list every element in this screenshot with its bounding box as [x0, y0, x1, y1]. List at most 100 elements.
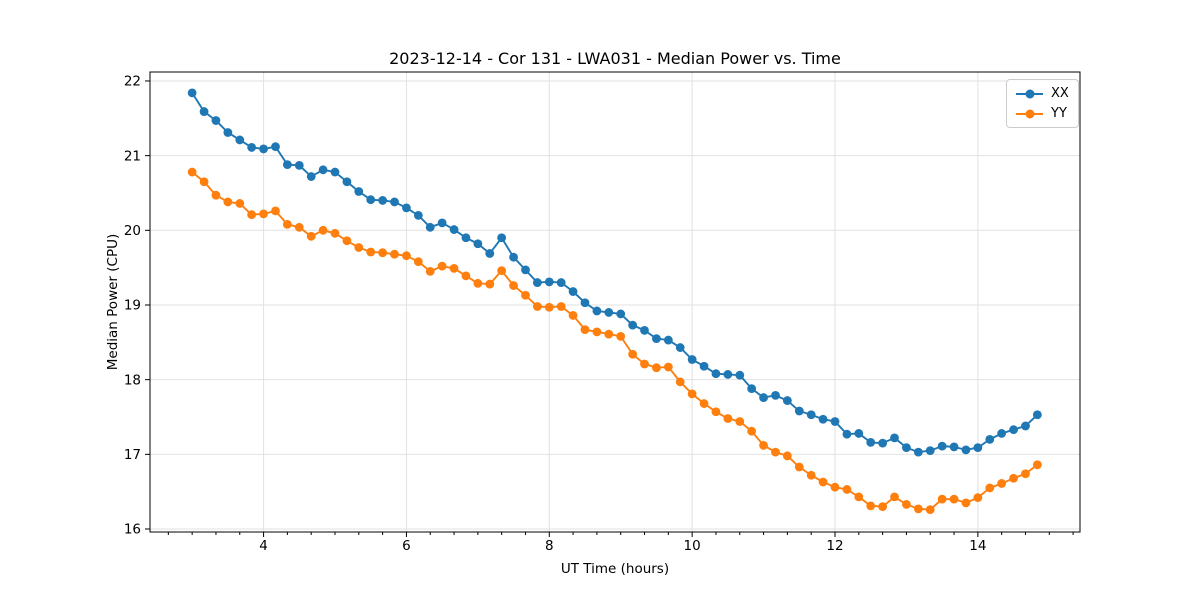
- data-point-YY: [818, 477, 828, 487]
- data-point-XX: [866, 437, 876, 447]
- axes-spines: [149, 71, 1081, 533]
- data-point-XX: [913, 447, 923, 457]
- data-point-XX: [640, 325, 649, 335]
- data-point-YY: [449, 264, 459, 273]
- data-point-XX: [592, 306, 602, 316]
- data-point-XX: [902, 443, 911, 453]
- data-point-YY: [985, 483, 995, 493]
- data-point-YY: [937, 494, 947, 504]
- data-point-YY: [652, 363, 661, 373]
- data-point-YY: [699, 399, 709, 408]
- data-point-XX: [925, 446, 935, 455]
- data-point-YY: [342, 236, 352, 246]
- series-line-YY: [191, 171, 1038, 511]
- data-point-YY: [961, 498, 971, 508]
- data-point-YY: [902, 499, 911, 509]
- data-point-XX: [521, 265, 530, 275]
- data-point-YY: [306, 231, 316, 241]
- data-point-XX: [580, 298, 590, 308]
- data-point-YY: [794, 462, 804, 472]
- data-point-YY: [497, 266, 507, 276]
- data-point-YY: [1009, 473, 1018, 483]
- data-point-XX: [330, 167, 340, 177]
- data-point-YY: [592, 327, 602, 337]
- data-point-YY: [1021, 469, 1030, 479]
- data-point-XX: [723, 370, 733, 379]
- data-point-XX: [461, 233, 471, 243]
- data-point-XX: [1021, 421, 1030, 431]
- data-point-XX: [366, 195, 376, 205]
- data-point-XX: [235, 135, 245, 145]
- data-point-YY: [830, 482, 840, 492]
- data-point-XX: [604, 308, 614, 317]
- data-point-YY: [759, 440, 768, 450]
- data-point-YY: [187, 167, 197, 177]
- data-point-YY: [354, 243, 364, 252]
- data-point-YY: [878, 502, 888, 512]
- data-point-XX: [354, 187, 364, 196]
- series-line-XX: [191, 92, 1039, 454]
- data-point-XX: [497, 233, 507, 243]
- data-point-XX: [699, 361, 709, 371]
- data-point-XX: [854, 429, 864, 438]
- data-point-XX: [532, 278, 542, 287]
- data-point-YY: [925, 505, 935, 514]
- data-point-YY: [473, 278, 483, 288]
- data-point-YY: [568, 311, 578, 320]
- data-point-XX: [735, 370, 745, 380]
- data-point-YY: [509, 281, 518, 290]
- data-point-XX: [211, 116, 221, 125]
- xx-line-marker-icon: [1016, 89, 1043, 99]
- data-point-XX: [628, 320, 638, 330]
- data-point-YY: [675, 377, 685, 387]
- data-point-XX: [402, 203, 411, 213]
- data-point-XX: [818, 414, 828, 424]
- data-point-XX: [509, 252, 518, 262]
- yy-line-marker-icon: [1016, 109, 1043, 119]
- data-point-XX: [747, 384, 757, 394]
- data-point-YY: [723, 414, 733, 423]
- data-point-YY: [461, 271, 471, 281]
- data-point-YY: [806, 470, 816, 480]
- data-point-YY: [782, 451, 792, 461]
- data-point-YY: [366, 247, 376, 257]
- data-point-YY: [425, 266, 435, 276]
- data-point-XX: [771, 390, 780, 400]
- y-tick-labels: 16 17 18 19 20 21 22: [124, 74, 141, 538]
- data-point-YY: [378, 248, 388, 258]
- data-point-YY: [842, 485, 852, 494]
- y-axis-label: Median Power (CPU): [105, 233, 121, 371]
- data-point-YY: [294, 222, 304, 232]
- chart-title: 2023-12-14 - Cor 131 - LWA031 - Median P…: [389, 49, 841, 68]
- data-point-YY: [556, 302, 566, 311]
- data-point-YY: [485, 279, 495, 289]
- data-point-XX: [259, 144, 268, 154]
- data-point-XX: [794, 406, 804, 416]
- data-point-XX: [556, 278, 566, 287]
- y-tick-label: 22: [124, 74, 141, 90]
- data-point-XX: [890, 433, 899, 443]
- data-point-YY: [223, 197, 233, 207]
- data-point-XX: [878, 438, 888, 448]
- data-point-YY: [544, 302, 554, 312]
- data-point-YY: [318, 225, 328, 235]
- data-point-YY: [1032, 460, 1042, 470]
- data-point-YY: [330, 228, 340, 238]
- data-point-YY: [890, 492, 899, 502]
- data-point-XX: [782, 396, 792, 405]
- data-point-XX: [199, 107, 209, 116]
- data-point-XX: [378, 196, 388, 205]
- legend: XX YY: [1006, 79, 1079, 128]
- data-point-YY: [866, 501, 876, 511]
- data-point-XX: [687, 355, 697, 364]
- data-point-YY: [628, 349, 638, 359]
- data-point-XX: [318, 165, 328, 175]
- data-point-XX: [949, 442, 959, 452]
- data-point-YY: [663, 362, 673, 372]
- y-tick-label: 19: [124, 298, 141, 314]
- data-point-XX: [271, 142, 280, 152]
- y-tick-label: 17: [124, 447, 141, 463]
- data-point-XX: [437, 218, 447, 228]
